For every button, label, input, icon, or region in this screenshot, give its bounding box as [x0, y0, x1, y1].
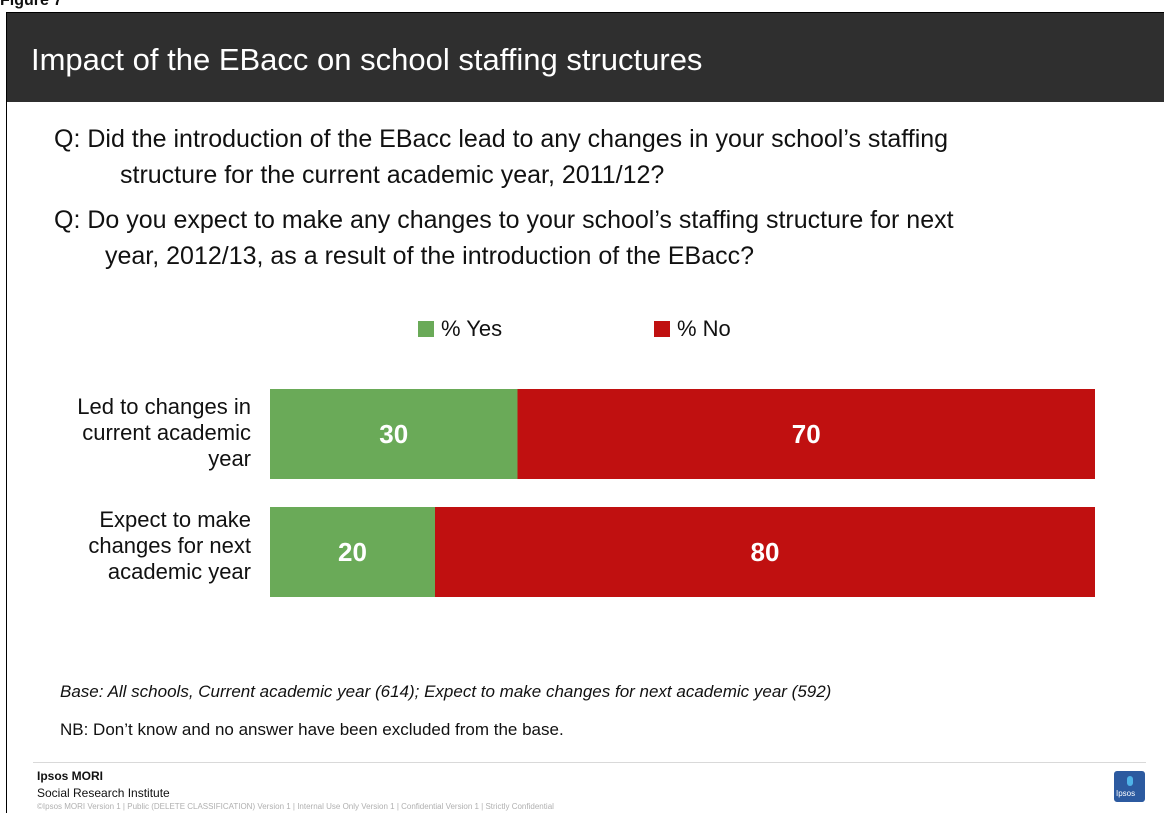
base-note: Base: All schools, Current academic year… — [60, 682, 832, 701]
nb-note: NB: Don’t know and no answer have been e… — [60, 720, 564, 739]
legend-label-no: % No — [677, 316, 731, 341]
logo-mark — [1127, 776, 1133, 786]
footer-divider — [33, 762, 1146, 763]
category-label-line: year — [208, 446, 251, 471]
legend-swatch-yes — [418, 321, 434, 337]
category-label-next-year: Expect to make changes for next academic… — [88, 507, 251, 585]
footer-classification: ©Ipsos MORI Version 1 | Public (DELETE C… — [37, 802, 554, 811]
slide-title: Impact of the EBacc on school staffing s… — [31, 42, 703, 77]
category-label-line: Led to changes in — [77, 394, 251, 419]
slide-frame — [6, 12, 1164, 813]
legend-item-no: % No — [654, 316, 731, 342]
legend-item-yes: % Yes — [418, 316, 502, 342]
question-1-line-1: Q: Did the introduction of the EBacc lea… — [54, 125, 949, 153]
category-label-line: changes for next — [88, 533, 251, 558]
category-label-line: academic year — [107, 559, 251, 584]
bar-no-1 — [435, 507, 1095, 597]
data-label-yes-0: 30 — [379, 419, 408, 449]
question-1-line-2: structure for the current academic year,… — [120, 161, 665, 189]
data-label-yes-1: 20 — [338, 537, 367, 567]
legend-label-yes: % Yes — [441, 316, 503, 341]
data-label-no-1: 80 — [751, 537, 780, 567]
question-2-line-1: Q: Do you expect to make any changes to … — [54, 206, 954, 234]
logo-text: Ipsos — [1116, 789, 1136, 798]
category-label-line: current academic — [82, 420, 251, 445]
legend-swatch-no — [654, 321, 670, 337]
question-2-line-2: year, 2012/13, as a result of the introd… — [105, 242, 755, 270]
footer-institute: Social Research Institute — [37, 786, 170, 800]
figure-label: Figure 7 — [0, 0, 63, 9]
footer-org: Ipsos MORI — [37, 769, 104, 783]
ipsos-logo-icon: Ipsos — [1114, 771, 1145, 802]
title-bar — [7, 13, 1164, 102]
category-label-line: Expect to make — [99, 507, 251, 532]
bar-no-0 — [517, 389, 1095, 479]
bar-yes-0 — [270, 389, 518, 479]
data-label-no-0: 70 — [792, 419, 821, 449]
category-label-current-year: Led to changes in current academic year — [77, 394, 251, 472]
bar-yes-1 — [270, 507, 435, 597]
